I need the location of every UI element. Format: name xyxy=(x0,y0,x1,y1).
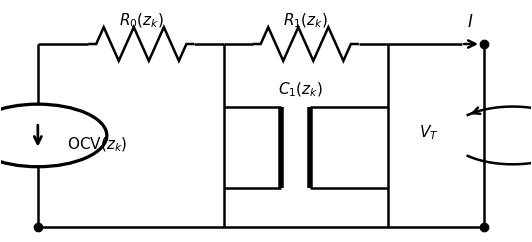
Text: $\mathrm{OCV}(z_k)$: $\mathrm{OCV}(z_k)$ xyxy=(67,136,127,154)
Text: $R_1(z_k)$: $R_1(z_k)$ xyxy=(284,11,328,30)
Text: $I$: $I$ xyxy=(467,13,473,31)
Text: $C_1(z_k)$: $C_1(z_k)$ xyxy=(278,81,323,99)
Text: $V_T$: $V_T$ xyxy=(419,124,438,142)
Text: $R_0(z_k)$: $R_0(z_k)$ xyxy=(119,11,164,30)
